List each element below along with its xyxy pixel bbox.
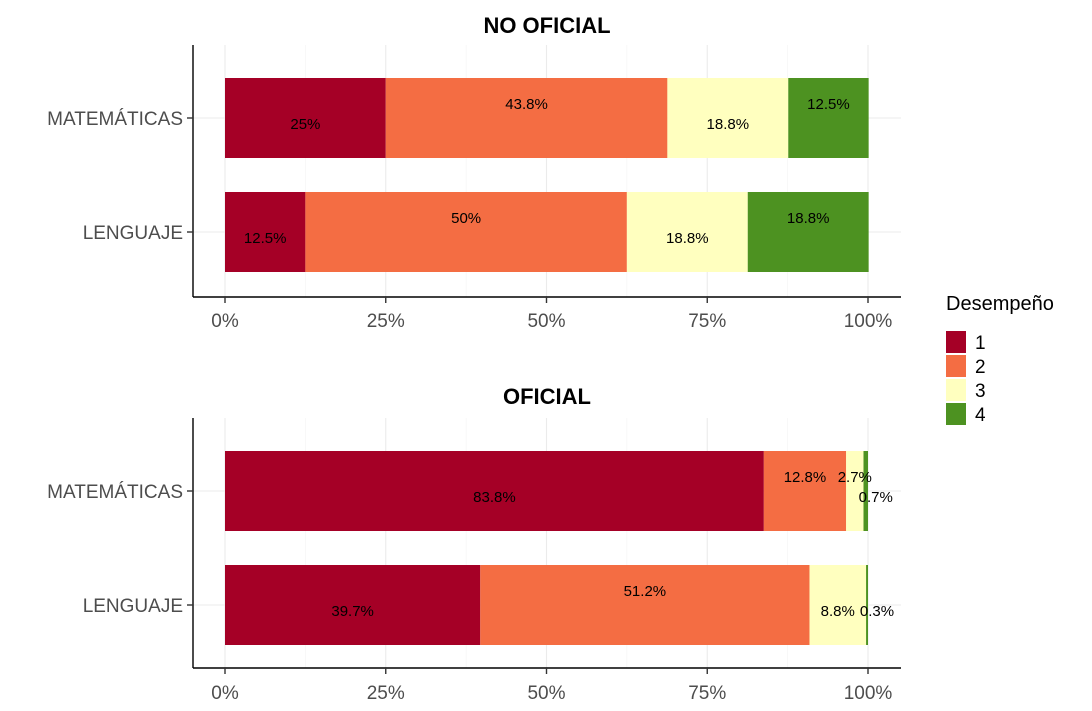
bar-segment: [225, 78, 386, 158]
legend: Desempeño 1 2 3 4: [946, 293, 1054, 426]
category-label: MATEMÁTICAS: [47, 109, 183, 130]
data-label: 12.5%: [244, 230, 287, 247]
x-tick-label: 50%: [527, 683, 565, 704]
data-label: 0.3%: [860, 603, 894, 620]
bar-segment: [763, 451, 847, 531]
data-label: 12.5%: [807, 96, 850, 113]
bar-segment: [846, 451, 864, 531]
bar-segment: [225, 565, 481, 645]
bar-segment: [667, 78, 789, 158]
legend-label: 4: [975, 405, 986, 426]
data-label: 39.7%: [331, 603, 374, 620]
bar-segment: [225, 192, 306, 272]
legend-swatch: [946, 379, 966, 401]
x-tick-label: 25%: [367, 311, 405, 332]
legend-label: 2: [975, 357, 986, 378]
data-label: 50%: [451, 210, 481, 227]
data-label: 0.7%: [859, 489, 893, 506]
panel-title: NO OFICIAL: [483, 13, 610, 38]
legend-swatch: [946, 355, 966, 377]
bar-segment: [866, 565, 868, 645]
data-label: 25%: [290, 116, 320, 133]
data-label: 18.8%: [666, 230, 709, 247]
category-label: LENGUAJE: [83, 223, 183, 244]
bar-segment: [747, 192, 869, 272]
x-tick-label: 100%: [844, 311, 893, 332]
chart-panel-0: 25% 43.8% 18.8% 12.5% 12.5% 50% 18.8% 18.8% MATE…: [47, 13, 901, 332]
data-label: 12.8%: [784, 469, 827, 486]
data-label: 18.8%: [707, 116, 750, 133]
x-tick-label: 75%: [688, 683, 726, 704]
x-tick-label: 25%: [367, 683, 405, 704]
x-tick-label: 75%: [688, 311, 726, 332]
bar-segment: [225, 451, 764, 531]
x-tick-label: 50%: [527, 311, 565, 332]
legend-title: Desempeño: [946, 293, 1054, 315]
bar-segment: [305, 192, 627, 272]
chart-panel-1: 83.8% 12.8% 2.7% 0.7% 39.7% 51.2% 8.8% 0.3% MATE…: [47, 384, 901, 704]
data-label: 43.8%: [505, 96, 548, 113]
bar-segment: [480, 565, 810, 645]
legend-label: 1: [975, 333, 986, 354]
panel-title: OFICIAL: [503, 384, 591, 409]
category-label: MATEMÁTICAS: [47, 482, 183, 503]
data-label: 8.8%: [821, 603, 855, 620]
data-label: 83.8%: [473, 489, 516, 506]
bar-segment: [385, 78, 668, 158]
legend-swatch: [946, 331, 966, 353]
legend-label: 3: [975, 381, 986, 402]
bar-segment: [863, 451, 868, 531]
bar-segment: [626, 192, 748, 272]
bar-segment: [809, 565, 867, 645]
x-tick-label: 0%: [211, 311, 239, 332]
legend-swatch: [946, 403, 966, 425]
data-label: 51.2%: [624, 583, 667, 600]
x-tick-label: 0%: [211, 683, 239, 704]
data-label: 18.8%: [787, 210, 830, 227]
x-tick-label: 100%: [844, 683, 893, 704]
bar-segment: [788, 78, 869, 158]
category-label: LENGUAJE: [83, 596, 183, 617]
data-label: 2.7%: [838, 469, 872, 486]
